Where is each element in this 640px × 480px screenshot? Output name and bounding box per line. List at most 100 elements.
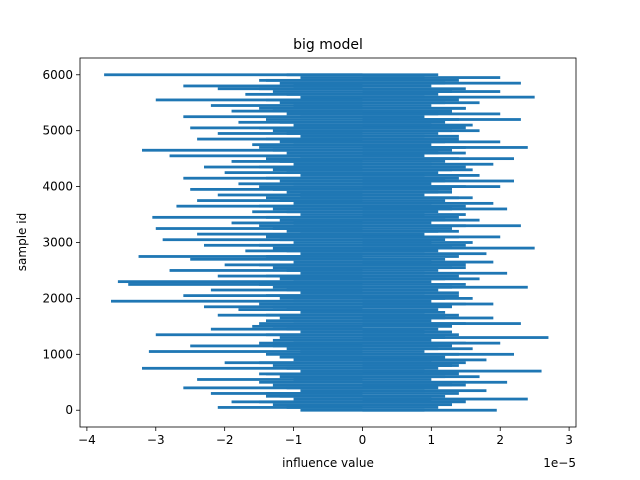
bar-core-5850 bbox=[279, 81, 446, 85]
bar-core-5650 bbox=[286, 92, 439, 96]
bar-core-3800 bbox=[266, 196, 459, 200]
bar-core-5100 bbox=[293, 123, 432, 127]
bar-core-350 bbox=[300, 389, 425, 393]
bar-core-1250 bbox=[293, 338, 432, 342]
chart-title: big model bbox=[293, 37, 363, 53]
bar-core-3850 bbox=[300, 193, 425, 197]
bar-sample-1350 bbox=[155, 333, 363, 337]
bar-core-2950 bbox=[259, 243, 466, 247]
bar-sample-5450 bbox=[210, 104, 363, 107]
bar-core-200 bbox=[293, 397, 432, 401]
bar-core-3000 bbox=[293, 241, 432, 244]
bar-sample-5800 bbox=[183, 84, 363, 88]
bar-core-3200 bbox=[286, 229, 439, 233]
bar-core-5750 bbox=[259, 87, 466, 91]
bar-core-250 bbox=[279, 394, 446, 398]
bar-core-450 bbox=[272, 383, 452, 387]
bar-sample-2250 bbox=[128, 283, 363, 286]
bar-sample-5250 bbox=[183, 115, 363, 119]
x-axis-ticks: −4 −3 −2 −1 0 1 2 3 bbox=[78, 427, 573, 447]
x-axis-offset-label: 1e−5 bbox=[543, 456, 576, 470]
bar-sample-4550 bbox=[169, 154, 363, 158]
bar-sample-750 bbox=[142, 366, 363, 370]
bar-core-1400 bbox=[300, 330, 425, 334]
bar-core-1850 bbox=[272, 305, 452, 309]
bar-sample-1050 bbox=[148, 350, 363, 353]
bar-core-5050 bbox=[259, 126, 466, 130]
y-tick-label: 0 bbox=[65, 403, 73, 417]
y-tick-label: 4000 bbox=[42, 180, 73, 194]
x-tick-label: −1 bbox=[285, 433, 303, 447]
bar-core-4500 bbox=[266, 157, 459, 161]
bar-core-1200 bbox=[259, 341, 466, 345]
bar-core-1050 bbox=[300, 350, 425, 353]
bar-core-600 bbox=[279, 375, 446, 379]
bar-core-5000 bbox=[272, 129, 452, 133]
bar-sample-0 bbox=[362, 408, 497, 412]
bar-core-6000 bbox=[286, 73, 439, 77]
bar-sample-2700 bbox=[190, 257, 363, 261]
x-tick-label: 1 bbox=[428, 433, 436, 447]
bar-core-4000 bbox=[259, 185, 466, 188]
bar-core-1600 bbox=[293, 319, 432, 323]
bar-core-3150 bbox=[300, 232, 425, 236]
bar-core-2150 bbox=[286, 288, 439, 292]
bar-core-2800 bbox=[300, 252, 425, 256]
x-tick-label: −3 bbox=[147, 433, 165, 447]
bar-core-2100 bbox=[300, 291, 425, 295]
bar-sample-5600 bbox=[362, 95, 535, 99]
bar-sample-4650 bbox=[142, 148, 363, 152]
bar-sample-2450 bbox=[362, 271, 508, 275]
y-tick-label: 5000 bbox=[42, 124, 73, 138]
bar-core-700 bbox=[300, 369, 425, 373]
bar-sample-200 bbox=[362, 397, 528, 401]
bar-core-2050 bbox=[266, 294, 459, 298]
bar-sample-3150 bbox=[197, 232, 363, 236]
bar-core-3550 bbox=[286, 210, 439, 214]
bar-core-2900 bbox=[272, 246, 452, 250]
bar-core-750 bbox=[286, 366, 439, 370]
bar-core-4650 bbox=[272, 148, 452, 152]
bar-core-1700 bbox=[266, 313, 459, 317]
bar-core-1150 bbox=[272, 344, 452, 348]
bar-sample-400 bbox=[183, 386, 363, 390]
bar-core-550 bbox=[293, 378, 432, 381]
bar-core-1900 bbox=[259, 302, 466, 306]
x-tick-label: 0 bbox=[359, 433, 367, 447]
bar-core-1500 bbox=[272, 324, 452, 328]
bar-core-1300 bbox=[279, 336, 446, 339]
bar-sample-3850 bbox=[217, 193, 363, 197]
bar-sample-6000 bbox=[104, 73, 363, 77]
bar-core-3700 bbox=[293, 201, 432, 205]
bar-core-2400 bbox=[266, 274, 459, 278]
bar-core-3100 bbox=[266, 235, 459, 239]
bar-sample-3050 bbox=[162, 238, 363, 242]
bar-core-4350 bbox=[259, 165, 466, 169]
bar-core-1450 bbox=[286, 327, 439, 331]
bar-core-3600 bbox=[272, 207, 452, 211]
bar-core-4550 bbox=[300, 154, 425, 158]
bar-core-5500 bbox=[279, 101, 446, 105]
x-tick-label: 3 bbox=[565, 433, 573, 447]
bar-sample-2500 bbox=[169, 269, 363, 272]
bar-core-1000 bbox=[266, 352, 459, 356]
bar-core-4750 bbox=[293, 143, 432, 147]
bar-core-5800 bbox=[293, 84, 432, 88]
bar-core-2450 bbox=[300, 271, 425, 275]
bar-core-3500 bbox=[300, 213, 425, 216]
bar-core-3750 bbox=[279, 199, 446, 202]
bar-core-5700 bbox=[272, 90, 452, 93]
bar-core-5400 bbox=[259, 106, 466, 110]
bar-core-4850 bbox=[266, 137, 459, 141]
bar-core-4100 bbox=[279, 179, 446, 183]
bar-core-5950 bbox=[300, 76, 425, 79]
bar-sample-5950 bbox=[362, 76, 501, 79]
bar-core-850 bbox=[259, 361, 466, 365]
bar-core-3950 bbox=[272, 187, 452, 191]
bar-core-2600 bbox=[259, 263, 466, 267]
bar-core-3400 bbox=[279, 218, 446, 222]
bar-core-5300 bbox=[286, 112, 439, 116]
bar-core-4400 bbox=[293, 162, 432, 166]
bar-core-5350 bbox=[272, 109, 452, 113]
bar-core-3300 bbox=[259, 224, 466, 228]
